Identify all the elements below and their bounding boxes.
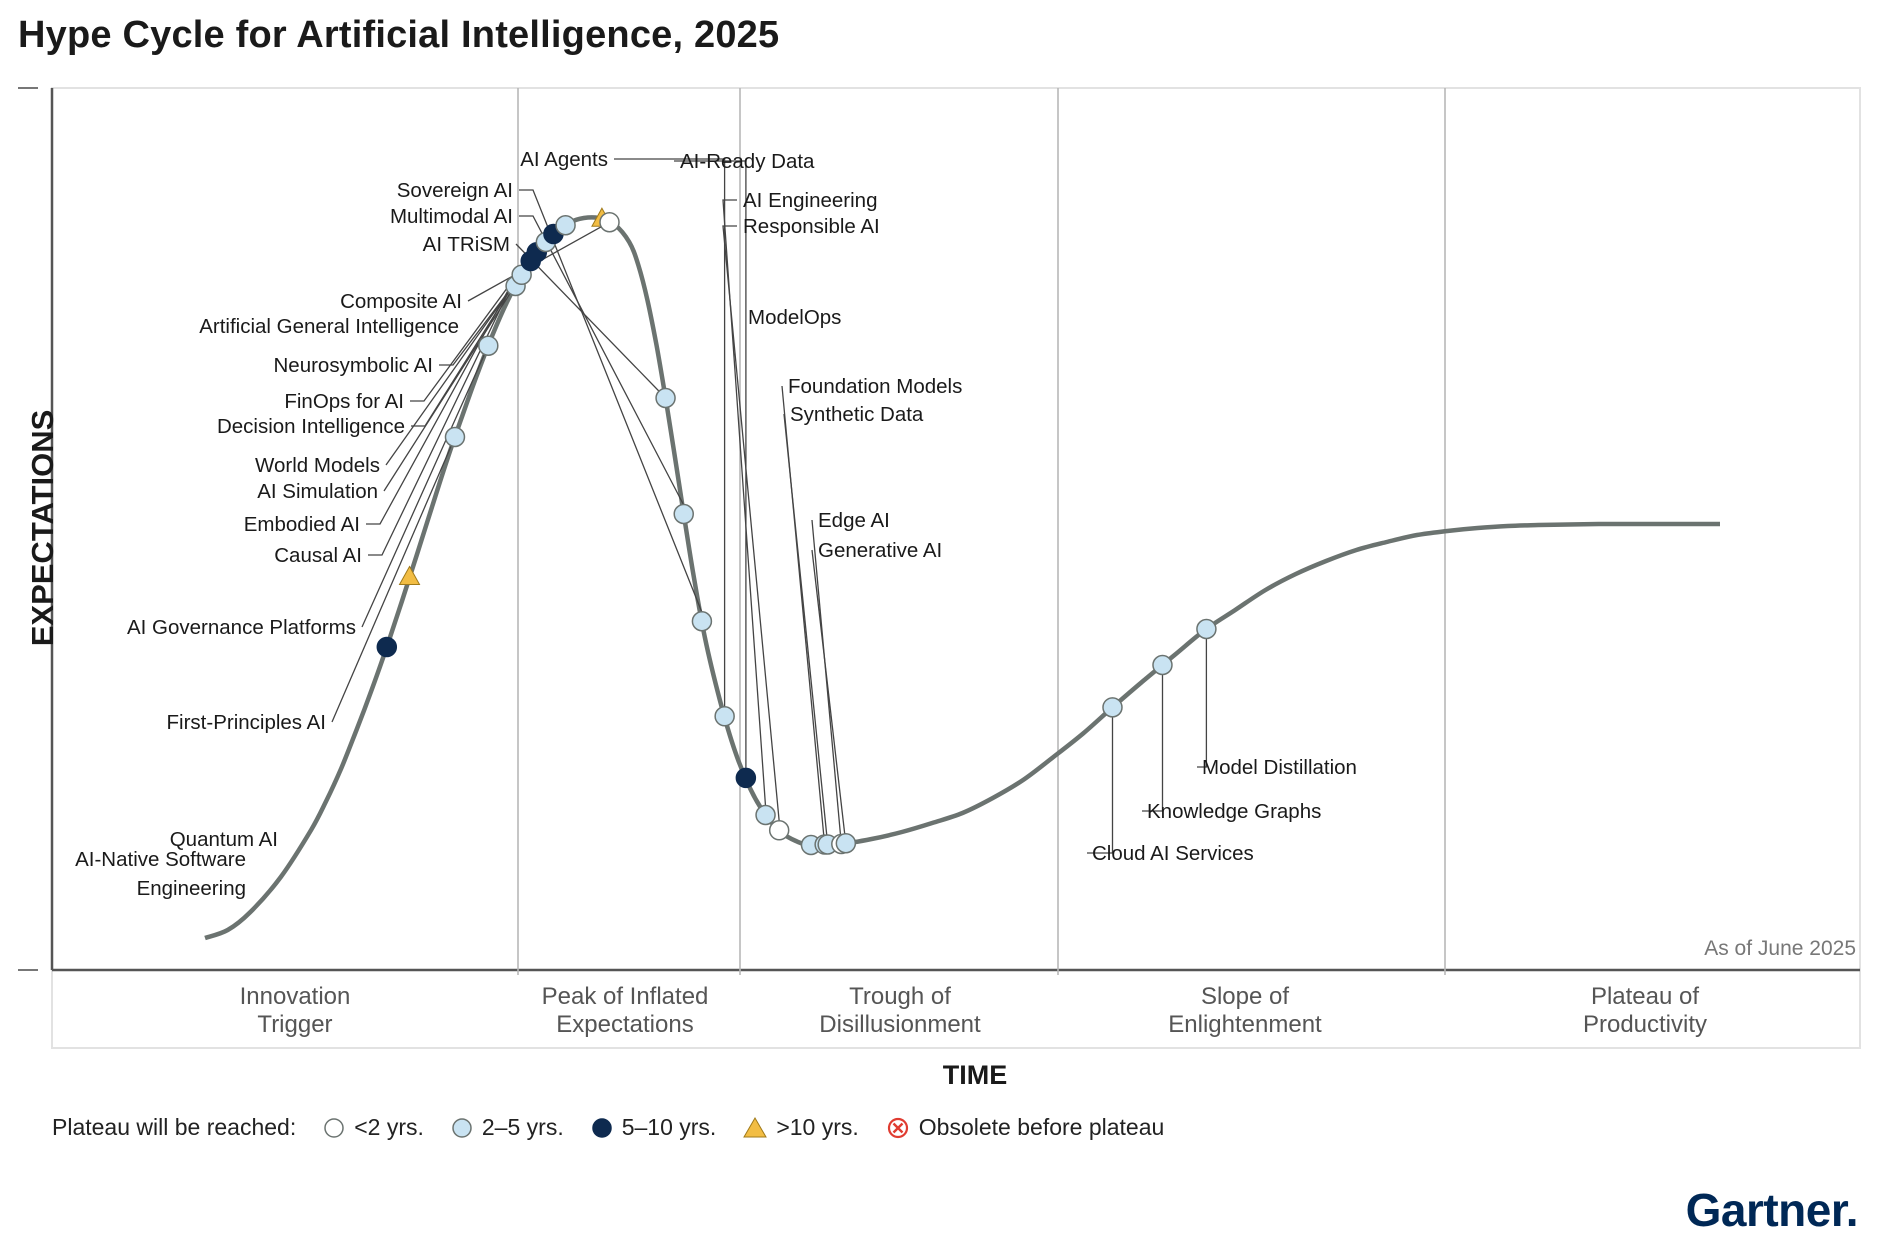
leader-ai-governance-platforms: [361, 345, 489, 628]
label-synthetic-data: Synthetic Data: [790, 403, 924, 426]
marker-responsible-ai: [768, 820, 790, 841]
hype-curve: [204, 215, 1720, 941]
label-artificial-general-intelligence: Artificial General Intelligence: [199, 315, 459, 338]
label-quantum-ai: Quantum AI: [170, 828, 278, 851]
item-markers: [376, 207, 1217, 856]
marker-ai-trism: [655, 387, 676, 409]
legend-item-2to5: 2–5 yrs.: [450, 1114, 564, 1141]
label-world-models: World Models: [255, 454, 380, 477]
plot-frame: [51, 87, 1861, 1049]
marker-generative-ai: [835, 833, 857, 854]
leader-decision-intelligence: [411, 232, 547, 427]
y-axis-label: EXPECTATIONS: [25, 409, 60, 647]
label-knowledge-graphs: Knowledge Graphs: [1147, 800, 1321, 823]
marker-neurosymbolic-ai: [555, 214, 576, 236]
marker-quantum-ai: [398, 565, 421, 585]
legend-item-gt10: >10 yrs.: [742, 1114, 859, 1141]
phase-plateau: Plateau of Productivity: [1582, 983, 1708, 1038]
label-ai-native-software-engineering-line2: Engineering: [137, 877, 246, 900]
legend-item-obsolete: Obsolete before plateau: [885, 1114, 1164, 1141]
phase-slope: Slope of Enlightenment: [1168, 983, 1322, 1038]
marker-sovereign-ai: [691, 611, 713, 632]
marker-ai-ready-data: [735, 767, 757, 789]
label-first-principles-ai: First-Principles AI: [167, 711, 326, 734]
label-ai-trism: AI TRiSM: [423, 233, 510, 256]
legend-marker-5to10-icon: [591, 1117, 612, 1138]
label-ai-simulation: AI Simulation: [257, 480, 378, 503]
marker-composite-ai: [599, 211, 620, 233]
legend-item-5to10: 5–10 yrs.: [590, 1114, 716, 1141]
item-labels: AI-Native Software Engineering Quantum AI F…: [75, 148, 1357, 900]
label-modelops: ModelOps: [748, 306, 841, 329]
label-finops-for-ai: FinOps for AI: [284, 390, 404, 413]
marker-ai-agents: [714, 706, 735, 727]
label-ai-ready-data: AI-Ready Data: [680, 150, 815, 173]
leader-ai-ready-data: [674, 160, 747, 768]
legend-marker-lt2-icon: [324, 1117, 344, 1138]
marker-model-distillation: [1196, 618, 1217, 640]
label-leaders: [331, 158, 1208, 854]
label-generative-ai: Generative AI: [818, 539, 942, 562]
leader-ai-trism: [515, 243, 667, 399]
leader-generative-ai: [811, 549, 847, 844]
marker-ai-governance-platforms: [478, 335, 499, 356]
x-axis-label: TIME: [942, 1060, 1008, 1090]
legend-marker-obsolete-icon: [887, 1117, 908, 1138]
legend-marker-2to5-icon: [452, 1117, 472, 1138]
leader-multimodal-ai: [519, 215, 685, 506]
legend-title: Plateau will be reached:: [52, 1114, 297, 1140]
label-causal-ai: Causal AI: [274, 544, 362, 567]
label-foundation-models: Foundation Models: [788, 375, 962, 398]
marker-knowledge-graphs: [1152, 654, 1173, 676]
legend-marker-gt10-icon: [743, 1116, 768, 1137]
leader-model-distillation: [1197, 639, 1208, 768]
page-title: Hype Cycle for Artificial Intelligence, …: [18, 14, 780, 56]
leader-first-principles-ai: [331, 436, 456, 723]
phase-dividers: [517, 88, 1446, 975]
leader-ai-simulation: [383, 260, 532, 492]
phase-trough: Trough of Disillusionment: [819, 983, 981, 1038]
leader-cloud-ai-services: [1087, 717, 1114, 854]
label-ai-agents: AI Agents: [520, 148, 608, 171]
label-neurosymbolic-ai: Neurosymbolic AI: [273, 354, 433, 377]
marker-ai-native-software-engineering: [376, 636, 398, 658]
label-cloud-ai-services: Cloud AI Services: [1092, 842, 1254, 865]
leader-synthetic-data: [783, 413, 829, 845]
leader-ai-engineering: [722, 199, 767, 807]
leader-responsible-ai: [722, 225, 780, 822]
label-responsible-ai: Responsible AI: [743, 215, 880, 238]
leader-ai-agents: [614, 158, 726, 707]
label-embodied-ai: Embodied AI: [244, 513, 360, 536]
label-model-distillation: Model Distillation: [1202, 756, 1357, 779]
marker-multimodal-ai: [673, 503, 694, 525]
label-multimodal-ai: Multimodal AI: [390, 205, 513, 228]
as-of-note: As of June 2025: [1704, 937, 1856, 960]
label-composite-ai: Composite AI: [340, 290, 462, 313]
marker-cloud-ai-services: [1102, 697, 1123, 718]
leader-sovereign-ai: [519, 189, 703, 613]
leader-knowledge-graphs: [1142, 675, 1164, 812]
label-decision-intelligence: Decision Intelligence: [217, 415, 405, 438]
legend-item-lt2: <2 yrs.: [322, 1114, 424, 1141]
phase-peak: Peak of Inflated Expectations: [541, 983, 709, 1038]
label-ai-governance-platforms: AI Governance Platforms: [127, 616, 356, 639]
marker-ai-engineering: [755, 804, 776, 826]
label-ai-native-software-engineering: AI-Native Software: [75, 848, 246, 871]
leader-causal-ai: [368, 276, 517, 556]
label-edge-ai: Edge AI: [818, 509, 890, 532]
label-sovereign-ai: Sovereign AI: [397, 179, 513, 202]
marker-first-principles-ai: [444, 426, 466, 448]
legend: Plateau will be reached: <2 yrs. 2–5 yrs…: [52, 1114, 1164, 1141]
leader-embodied-ai: [366, 265, 523, 525]
phase-innovation-trigger: Innovation Trigger: [239, 983, 351, 1038]
gartner-logo: Gartner.: [1685, 1184, 1859, 1236]
label-ai-engineering: AI Engineering: [743, 189, 877, 212]
